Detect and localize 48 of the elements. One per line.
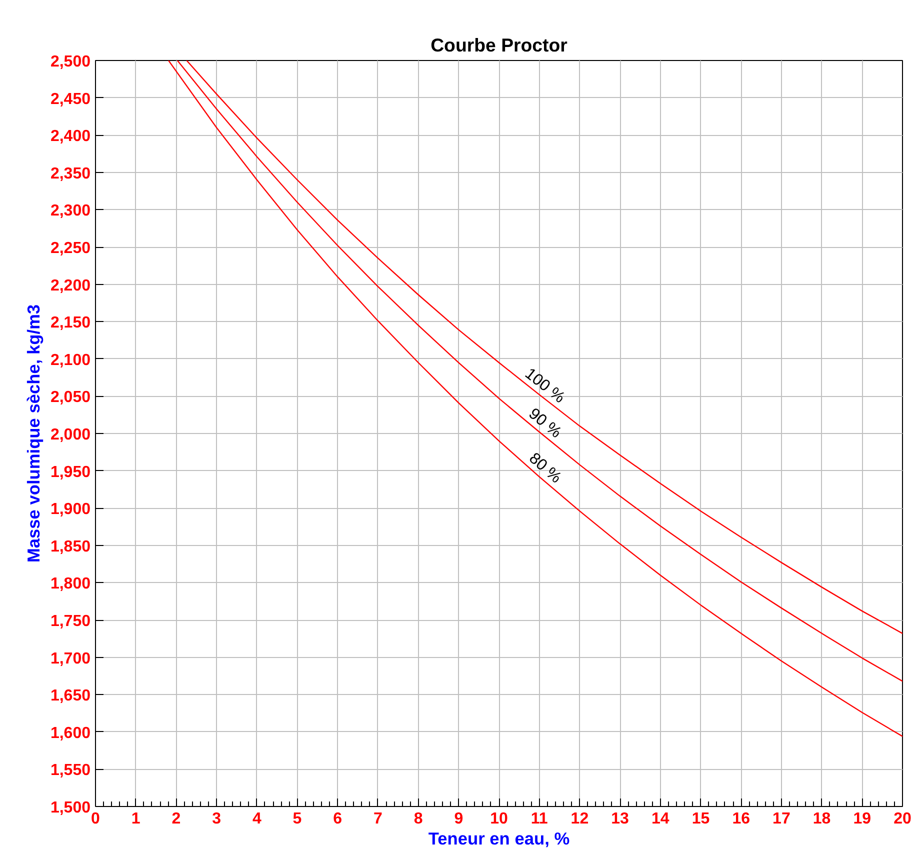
y-tick-label: 1,850: [50, 538, 91, 556]
y-tick-label: 2,450: [50, 90, 91, 108]
y-axis-title: Masse volumique sèche, kg/m3: [23, 304, 44, 563]
x-tick-label: 1: [131, 810, 140, 828]
y-tick-label: 1,800: [50, 576, 91, 593]
y-tick-label: 2,250: [50, 240, 91, 257]
x-tick-label: 7: [374, 810, 382, 828]
text: 90 %: [525, 405, 564, 442]
y-tick-label: 2,200: [50, 277, 91, 294]
text: 80 %: [526, 450, 564, 487]
x-tick-label: 19: [853, 810, 872, 828]
y-tick-label: 2,150: [50, 314, 91, 332]
x-tick-label: 9: [454, 810, 464, 828]
x-tick-label: 0: [91, 810, 100, 828]
x-tick-label: 14: [652, 810, 670, 828]
chart-title: Courbe Proctor: [430, 34, 568, 56]
y-tick-label: 2,300: [50, 202, 91, 220]
x-tick-label: 11: [530, 810, 548, 828]
x-tick-label: 16: [732, 810, 750, 828]
y-tick-label: 1,700: [50, 650, 91, 668]
y-tick-label: 2,000: [50, 426, 91, 444]
x-tick-label: 6: [333, 810, 342, 828]
y-tick-label: 1,600: [50, 724, 91, 742]
y-tick-label: 1,500: [50, 800, 91, 816]
y-tick-label: 1,650: [50, 688, 91, 705]
x-tick-label: 20: [894, 810, 912, 828]
x-tick-label: 17: [772, 810, 790, 828]
y-tick-label: 2,050: [50, 389, 91, 406]
x-tick-label: 8: [414, 810, 423, 828]
x-tick-label: 4: [252, 810, 262, 828]
x-tick-label: 12: [570, 810, 589, 828]
y-tick-label: 1,950: [50, 464, 91, 481]
x-tick-label: 15: [692, 810, 710, 828]
y-tick-label: 2,350: [50, 165, 91, 182]
x-tick-label: 2: [172, 810, 181, 828]
y-tick-label: 1,550: [50, 762, 91, 780]
text: 100 %: [522, 365, 568, 407]
x-tick-label: 13: [611, 810, 630, 828]
x-tick-label: 5: [292, 810, 302, 828]
y-tick-label: 2,500: [50, 54, 91, 70]
y-tick-label: 1,900: [50, 501, 91, 518]
x-axis-title: Teneur en eau, %: [428, 828, 570, 848]
y-tick-label: 2,100: [50, 352, 91, 369]
x-tick-label: 3: [212, 810, 222, 828]
y-tick-label: 2,400: [50, 128, 91, 146]
x-tick-label: 18: [812, 810, 831, 828]
y-tick-label: 1,750: [50, 613, 91, 630]
x-tick-label: 10: [490, 810, 508, 828]
